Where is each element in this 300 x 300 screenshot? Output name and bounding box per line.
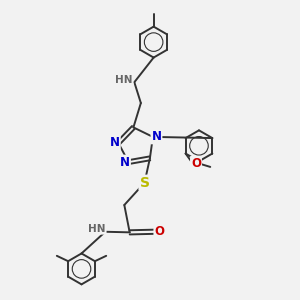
Text: N: N [120,156,130,169]
Text: S: S [140,176,149,190]
Text: O: O [154,225,164,238]
Text: N: N [152,130,161,143]
Text: O: O [191,157,201,170]
Text: N: N [110,136,120,149]
Text: HN: HN [115,75,133,85]
Text: HN: HN [88,224,106,234]
